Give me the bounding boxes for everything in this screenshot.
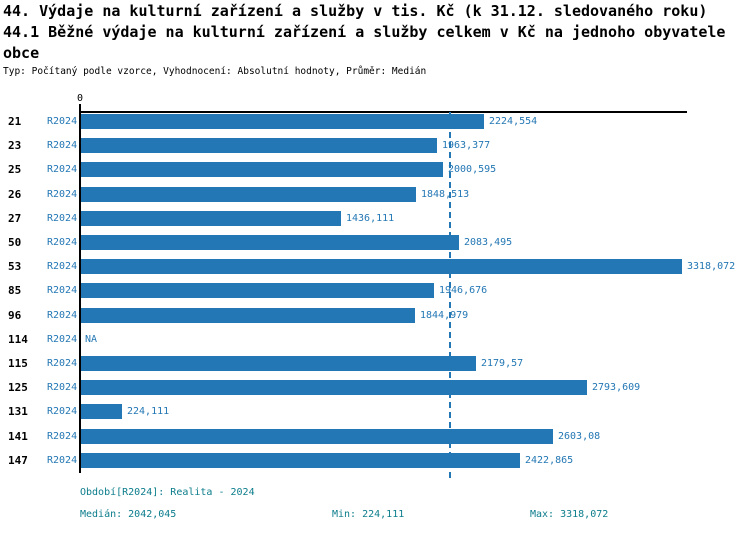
bar-value-label: 2603,08 [558,430,601,442]
bar-value-label: 2179,57 [481,358,524,369]
bar [81,307,415,323]
bar [81,114,484,129]
row-series-label: R2024 [47,212,78,224]
row-category-label: 50 [8,236,22,249]
bar [81,283,434,299]
footer-median-label: Medián: 2042,045 [80,509,177,520]
bar-value-label: 1844,979 [420,309,469,321]
bar [81,235,459,250]
footer-max-label: Max: 3318,072 [530,509,609,520]
row-series-label: R2024 [47,454,78,466]
bar-value-label: 1963,377 [442,140,491,152]
bar-value-label: 3318,072 [687,261,736,273]
row-category-label: 115 [8,357,28,370]
chart-title-line1: 44. Výdaje na kulturní zařízení a služby… [3,2,708,20]
row-category-label: 23 [8,139,22,153]
row-series-label: R2024 [47,406,78,418]
chart-row: 50 R2024 2083,495 [0,235,750,250]
chart-row: 27 R2024 1436,111 [0,210,750,226]
median-line [449,112,451,478]
row-category-label: 96 [8,308,22,322]
bar-value-label: 2224,554 [489,116,538,127]
chart-meta-line: Typ: Počítaný podle vzorce, Vyhodnocení:… [3,66,427,77]
bar [81,356,476,371]
row-series-label: R2024 [47,164,78,176]
row-series-label: R2024 [47,116,78,127]
row-category-label: 21 [8,115,22,128]
bar-value-label: 2083,495 [464,237,513,248]
chart-row: 21 R2024 2224,554 [0,114,750,129]
bar [81,162,443,178]
chart-row: 147 R2024 2422,865 [0,452,750,468]
bar [81,404,122,420]
footer-period-label: Období[R2024]: Realita - 2024 [80,487,255,498]
bar [81,138,437,154]
row-category-label: 125 [8,381,28,395]
footer-min-label: Min: 224,111 [332,509,405,520]
row-category-label: 26 [8,187,22,201]
row-category-label: 141 [8,429,28,443]
row-series-label: R2024 [47,430,78,442]
row-category-label: 25 [8,163,22,177]
row-category-label: 53 [8,260,22,274]
row-category-label: 27 [8,211,22,225]
bar-value-label: 224,111 [127,406,170,418]
row-series-label: R2024 [47,188,78,200]
bar [81,452,520,468]
row-category-label: 147 [8,453,28,467]
chart-row: 96 R2024 1844,979 [0,307,750,323]
row-series-label: R2024 [47,333,78,345]
row-series-label: R2024 [47,140,78,152]
bar [81,210,341,226]
bar-value-label: 1436,111 [346,212,395,224]
x-axis-zero-label: 0 [76,93,84,104]
bar [81,380,587,396]
bar-value-label: 1946,676 [439,285,488,297]
row-category-label: 114 [8,332,28,346]
bar [81,259,682,275]
chart-row: 114 R2024 NA [0,332,750,347]
bar-value-label: 2000,595 [448,164,497,176]
chart-row: 23 R2024 1963,377 [0,138,750,154]
row-series-label: R2024 [47,358,78,369]
row-category-label: 131 [8,405,28,419]
bar-value-label: 2422,865 [525,454,574,466]
chart-title: 44. Výdaje na kulturní zařízení a služby… [3,1,745,64]
row-series-label: R2024 [47,285,78,297]
x-axis-line [80,111,687,113]
chart-row: 115 R2024 2179,57 [0,356,750,371]
bar [81,428,553,444]
row-series-label: R2024 [47,261,78,273]
chart-row: 85 R2024 1946,676 [0,283,750,299]
chart-row: 141 R2024 2603,08 [0,428,750,444]
chart-row: 131 R2024 224,111 [0,404,750,420]
chart-row: 26 R2024 1848,513 [0,186,750,202]
chart-row: 53 R2024 3318,072 [0,259,750,275]
bar-value-label: 1848,513 [421,188,470,200]
row-category-label: 85 [8,284,22,298]
bar-value-label: NA [85,333,98,345]
bar-value-label: 2793,609 [592,382,641,394]
chart-row: 125 R2024 2793,609 [0,380,750,396]
row-series-label: R2024 [47,237,78,248]
y-axis-line [79,105,81,473]
row-series-label: R2024 [47,382,78,394]
chart-row: 25 R2024 2000,595 [0,162,750,178]
bar [81,186,416,202]
row-series-label: R2024 [47,309,78,321]
chart-title-line2: 44.1 Běžné výdaje na kulturní zařízení a… [3,23,726,62]
